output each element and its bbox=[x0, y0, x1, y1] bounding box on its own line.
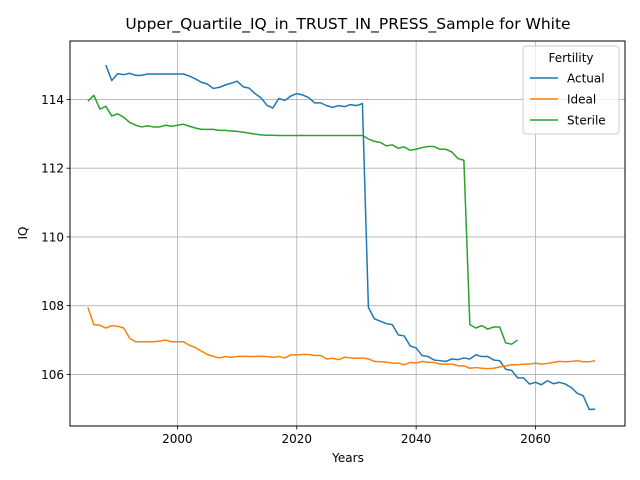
series-line-ideal bbox=[87, 307, 596, 370]
series-line-sterile bbox=[87, 94, 519, 345]
legend: Fertility Actual Ideal Sterile bbox=[522, 45, 620, 135]
tick-layer: 2000 2020 2040 2060 106 108 110 112 114 bbox=[41, 93, 551, 446]
y-tick-label: 112 bbox=[41, 162, 64, 176]
x-axis-label: Years bbox=[331, 451, 364, 465]
y-tick-label: 106 bbox=[41, 368, 64, 382]
legend-items: Actual Ideal Sterile bbox=[530, 72, 606, 128]
plot-area-frame bbox=[69, 40, 626, 427]
x-tick-label: 2000 bbox=[162, 432, 193, 446]
series-line-actual bbox=[105, 64, 596, 411]
y-axis-label: IQ bbox=[16, 227, 30, 240]
series-layer bbox=[87, 64, 596, 411]
x-tick-label: 2040 bbox=[401, 432, 432, 446]
x-tick-label: 2020 bbox=[282, 432, 313, 446]
legend-title: Fertility bbox=[548, 51, 593, 65]
legend-label-ideal: Ideal bbox=[567, 93, 596, 107]
y-tick-label: 110 bbox=[41, 230, 64, 244]
legend-label-actual: Actual bbox=[567, 72, 605, 86]
y-tick-label: 108 bbox=[41, 299, 64, 313]
x-tick-label: 2060 bbox=[520, 432, 551, 446]
legend-frame bbox=[522, 45, 620, 135]
legend-label-sterile: Sterile bbox=[567, 114, 606, 128]
y-tick-label: 114 bbox=[41, 93, 64, 107]
chart-title: Upper_Quartile_IQ_in_TRUST_IN_PRESS_Samp… bbox=[125, 15, 570, 34]
